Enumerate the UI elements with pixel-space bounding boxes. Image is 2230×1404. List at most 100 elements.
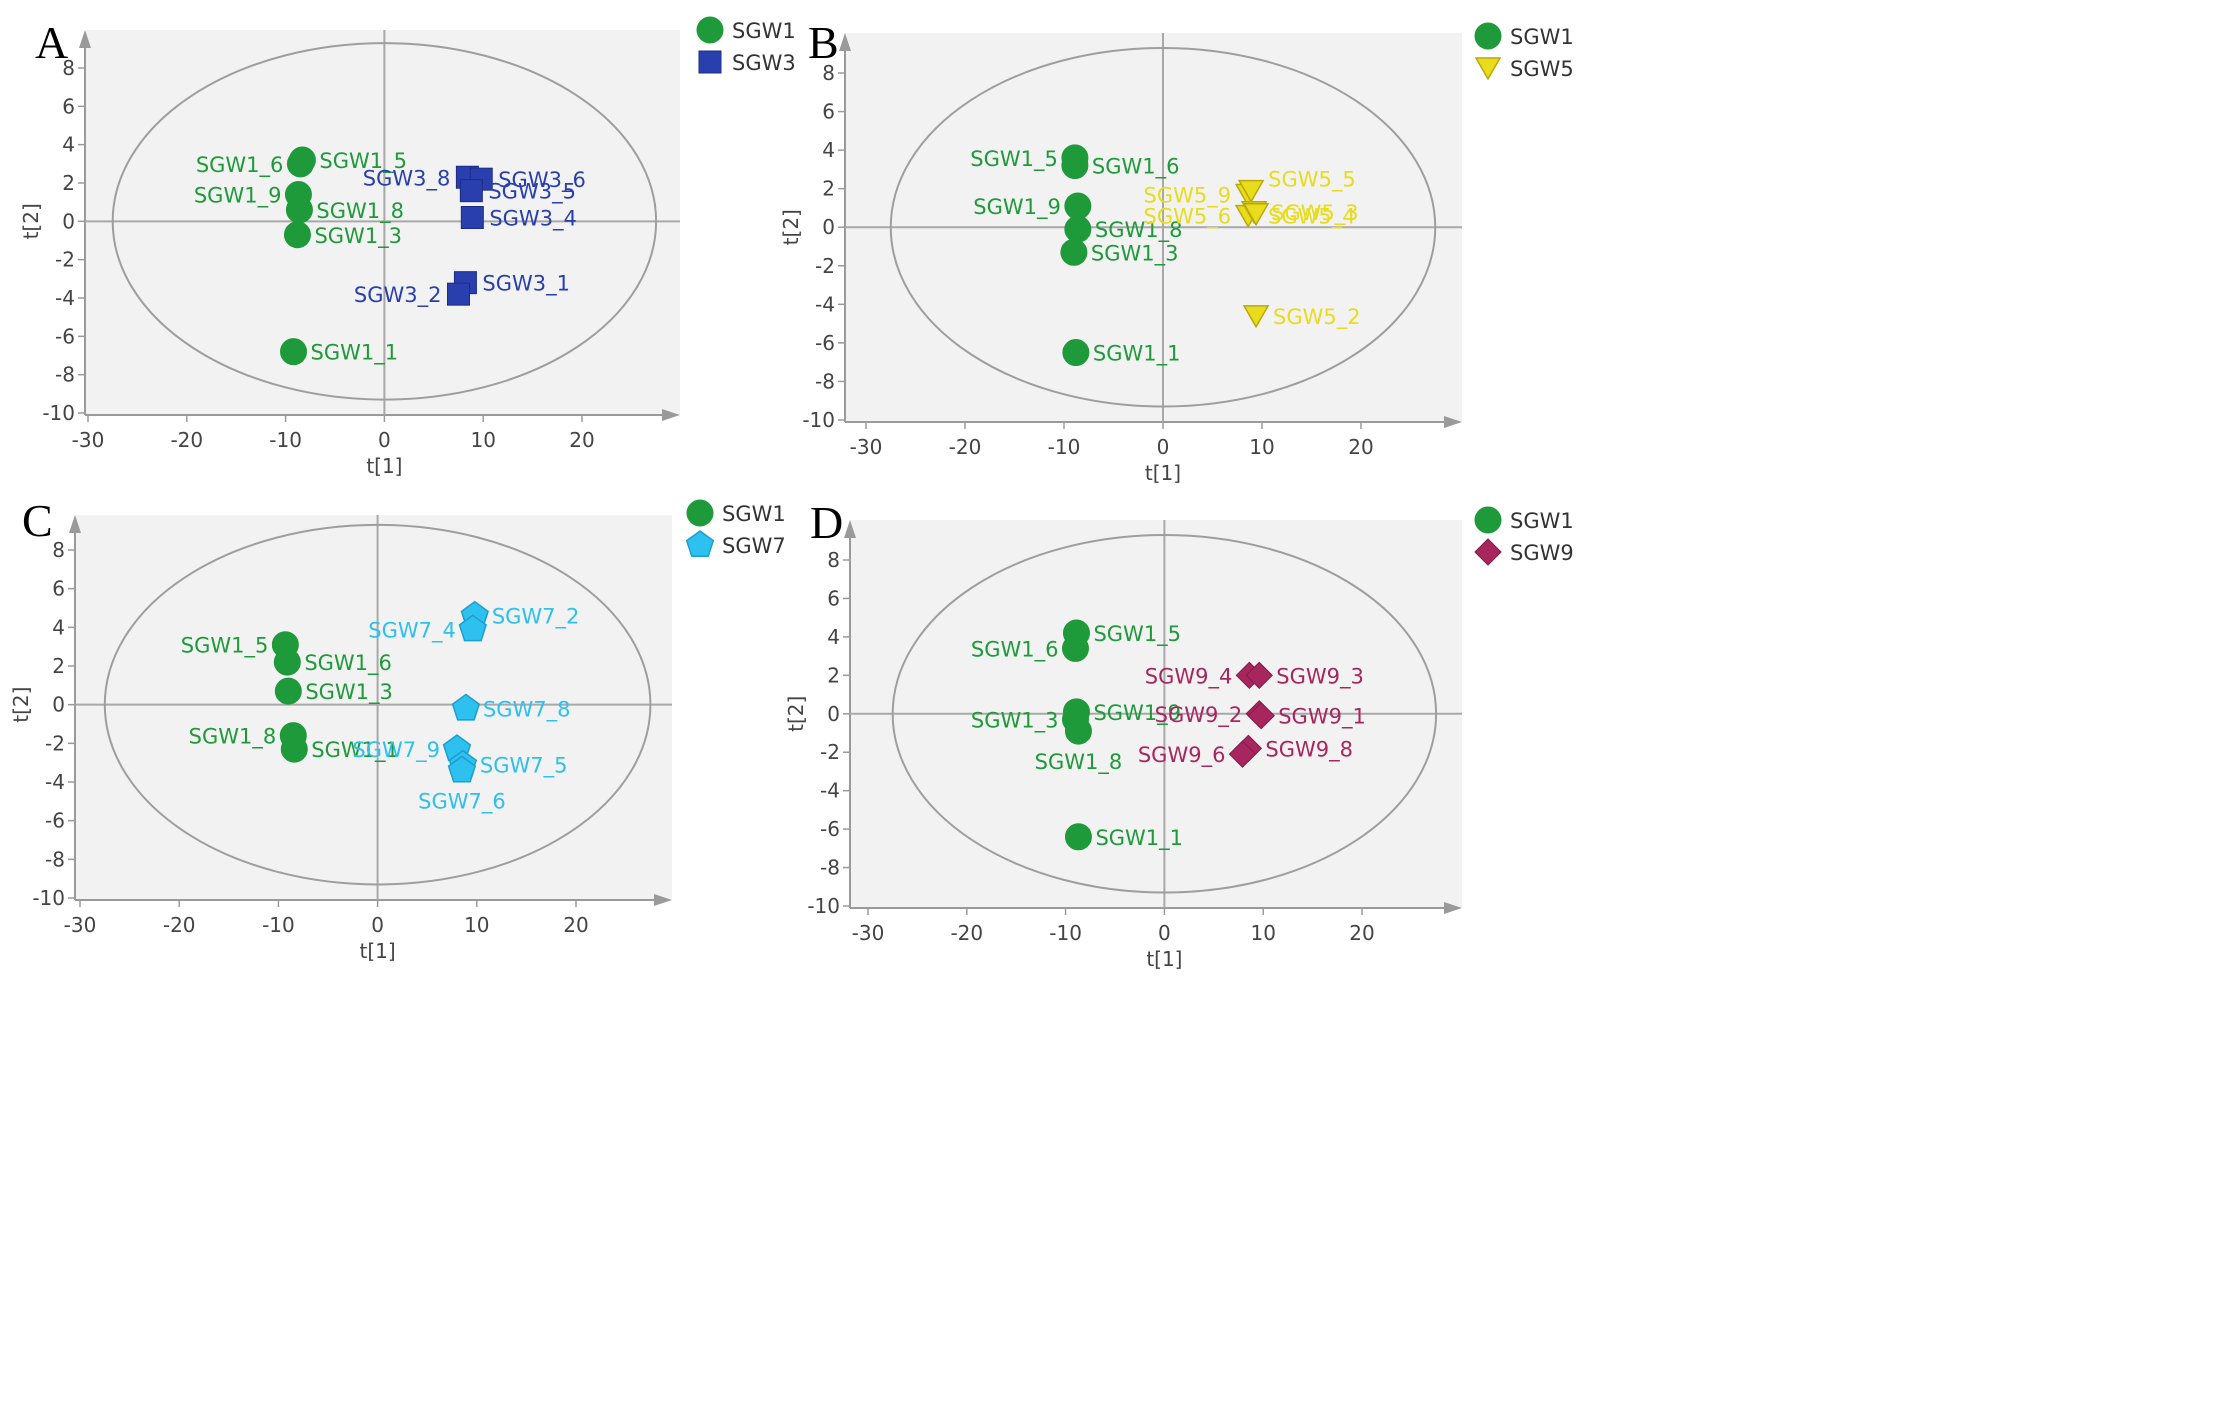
y-axis-label: t[2] (9, 687, 33, 723)
confidence-ellipse (891, 534, 1438, 894)
x-tick-label: -30 (64, 913, 97, 937)
legend-marker (1474, 538, 1502, 566)
y-tick-label: -4 (820, 779, 840, 803)
legend-marker (686, 499, 714, 527)
data-label: SGW3_8 (363, 166, 451, 191)
data-point (447, 755, 477, 783)
y-axis-arrow (844, 520, 856, 538)
data-label: SGW3_2 (354, 283, 442, 308)
data-point (1237, 179, 1265, 204)
chart-panel-a: -30 -20 -10 0 10 20-10-8-6-4-202468t[1]t[2]AS… (19, 16, 796, 478)
x-axis-label: t[1] (1146, 947, 1182, 971)
legend-label: SGW1 (1510, 509, 1574, 533)
y-tick-label: 2 (62, 171, 75, 195)
data-point (273, 648, 301, 676)
y-tick-label: 8 (822, 61, 835, 85)
data-label: SGW1_1 (311, 738, 399, 763)
y-tick-label: 6 (62, 94, 75, 118)
data-label: SGW9_2 (1155, 703, 1243, 728)
y-tick-label: -10 (807, 894, 840, 918)
data-point (1064, 192, 1092, 220)
x-axis-arrow (1444, 902, 1462, 914)
y-tick-label: 2 (822, 177, 835, 201)
data-point (458, 614, 487, 642)
data-point (1061, 152, 1089, 180)
legend-marker (685, 530, 715, 558)
x-axis-label: t[1] (1145, 461, 1181, 485)
y-tick-label: 0 (822, 215, 835, 239)
data-point (1064, 823, 1092, 851)
y-axis-label: t[2] (19, 203, 43, 239)
data-label: SGW1_5 (970, 147, 1058, 172)
legend-label: SGW7 (722, 534, 786, 558)
chart-panel-d: -30 -20 -10 0 10 20-10-8-6-4-202468t[1]t[2]DS… (784, 497, 1574, 971)
y-tick-label: 8 (52, 538, 65, 562)
x-tick-label: 10 (1250, 921, 1275, 945)
data-label: SGW9_4 (1145, 664, 1233, 689)
data-label: SGW1_3 (971, 709, 1059, 734)
data-label: SGW3_1 (482, 272, 570, 297)
y-tick-label: -6 (820, 817, 840, 841)
data-point (280, 338, 308, 366)
x-tick-label: 20 (563, 913, 588, 937)
y-axis-arrow (69, 515, 81, 533)
y-tick-label: -8 (45, 847, 65, 871)
data-label: SGW9_8 (1265, 737, 1353, 762)
y-tick-label: 0 (52, 693, 65, 717)
x-tick-label: -30 (72, 428, 105, 452)
data-label: SGW1_5 (319, 149, 407, 174)
x-tick-label: -20 (950, 921, 983, 945)
x-tick-label: -20 (949, 435, 982, 459)
data-label: SGW1_8 (1035, 750, 1123, 775)
legend-marker (698, 50, 722, 74)
data-label: SGW7_8 (483, 698, 571, 723)
y-tick-label: -2 (55, 248, 75, 272)
data-label: SGW5_5 (1268, 168, 1356, 193)
legend-label: SGW1 (722, 502, 786, 526)
y-tick-label: -6 (45, 809, 65, 833)
legend-label: SGW9 (1510, 541, 1574, 565)
y-tick-label: 4 (827, 625, 840, 649)
x-tick-label: 20 (569, 428, 594, 452)
data-label: SGW9_3 (1276, 664, 1364, 689)
data-label: SGW1_3 (1091, 241, 1179, 266)
data-point (1242, 305, 1270, 329)
y-tick-label: -10 (42, 401, 75, 425)
y-tick-label: 2 (52, 654, 65, 678)
data-point (1245, 661, 1273, 690)
y-tick-label: 6 (52, 577, 65, 601)
data-label: SGW1_5 (181, 634, 269, 659)
y-tick-label: 6 (822, 100, 835, 124)
x-tick-label: 0 (1158, 921, 1171, 945)
data-label: SGW1_9 (194, 184, 282, 209)
data-point (285, 196, 313, 224)
confidence-ellipse (889, 46, 1437, 408)
y-tick-label: -8 (820, 856, 840, 880)
y-axis-arrow (839, 33, 851, 51)
x-axis-label: t[1] (360, 939, 396, 963)
confidence-ellipse (111, 42, 658, 401)
x-tick-label: -10 (269, 428, 302, 452)
data-label: SGW1_9 (973, 195, 1061, 220)
data-label: SGW3_5 (488, 180, 576, 205)
data-label: SGW7_4 (368, 618, 456, 643)
data-point (1064, 717, 1092, 745)
x-tick-label: 0 (378, 428, 391, 452)
y-axis-label: t[2] (779, 209, 803, 245)
legend-marker (1474, 506, 1502, 534)
y-tick-label: -10 (802, 408, 835, 432)
legend-label: SGW3 (732, 51, 796, 75)
legend-label: SGW1 (1510, 25, 1574, 49)
data-point (286, 150, 314, 178)
x-tick-label: 0 (1157, 435, 1170, 459)
plot-area (85, 30, 680, 415)
data-label: SGW1_6 (196, 153, 284, 178)
data-point (460, 206, 484, 229)
data-point (283, 221, 311, 249)
x-tick-label: -20 (163, 913, 196, 937)
plot-area (75, 515, 672, 900)
data-label: SGW5_2 (1273, 305, 1361, 330)
chart-panel-c: -30 -20 -10 0 10 20-10-8-6-4-202468t[1]t[2]CS… (9, 495, 786, 963)
y-tick-label: -4 (55, 286, 75, 310)
